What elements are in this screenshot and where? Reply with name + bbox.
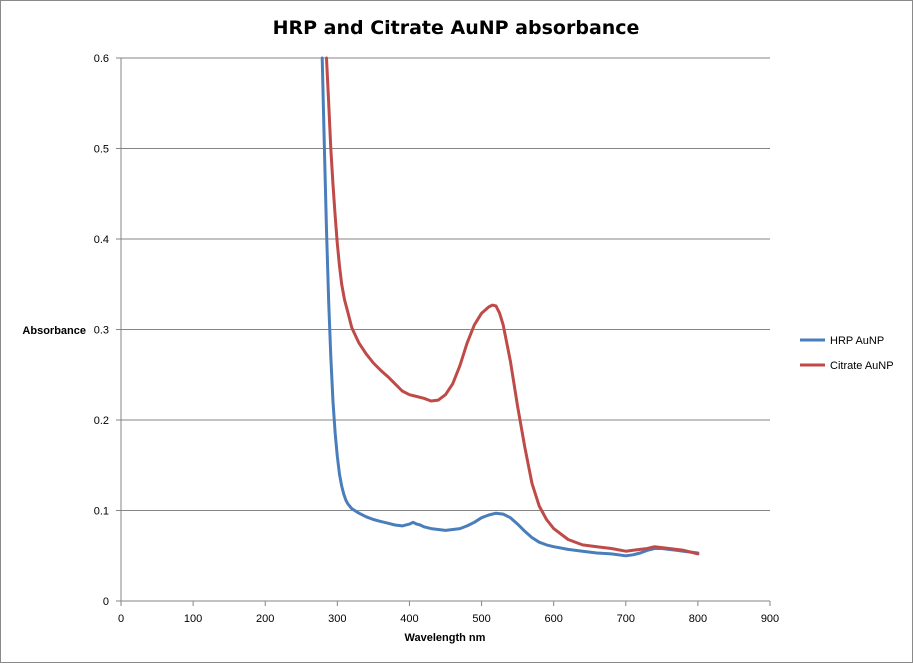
x-tick-label: 0 — [118, 613, 124, 625]
y-tick-label: 0.2 — [94, 415, 109, 427]
y-tick-label: 0.3 — [94, 325, 109, 337]
y-tick-label: 0.5 — [94, 144, 109, 156]
x-tick-label: 700 — [617, 613, 635, 625]
x-tick-label: 400 — [400, 613, 418, 625]
y-tick-label: 0.4 — [94, 234, 109, 246]
y-axis-title: Absorbance — [22, 325, 86, 337]
y-tick-label: 0 — [103, 596, 109, 608]
legend: HRP AuNP Citrate AuNP — [800, 335, 894, 372]
legend-label-hrp-aunp: HRP AuNP — [830, 335, 884, 347]
x-tick-label: 500 — [472, 613, 490, 625]
gridlines — [121, 57, 770, 511]
x-tick-label: 600 — [544, 613, 562, 625]
x-axis-ticks: 0 100 200 300 400 500 600 700 800 900 — [118, 601, 779, 625]
series-line-citrate-aunp — [325, 56, 700, 556]
x-axis-title: Wavelength nm — [405, 632, 486, 644]
series-line-hrp-aunp — [320, 56, 700, 558]
x-tick-label: 800 — [689, 613, 707, 625]
plot-series — [320, 56, 700, 558]
y-tick-label: 0.6 — [94, 53, 109, 65]
x-tick-label: 300 — [328, 613, 346, 625]
y-tick-label: 0.1 — [94, 506, 109, 518]
x-tick-label: 100 — [184, 613, 202, 625]
x-tick-label: 200 — [256, 613, 274, 625]
x-tick-label: 900 — [761, 613, 779, 625]
chart-title: HRP and Citrate AuNP absorbance — [273, 17, 640, 39]
legend-label-citrate-aunp: Citrate AuNP — [830, 360, 894, 372]
y-axis-ticks: 0 0.1 0.2 0.3 0.4 0.5 0.6 — [94, 53, 121, 608]
